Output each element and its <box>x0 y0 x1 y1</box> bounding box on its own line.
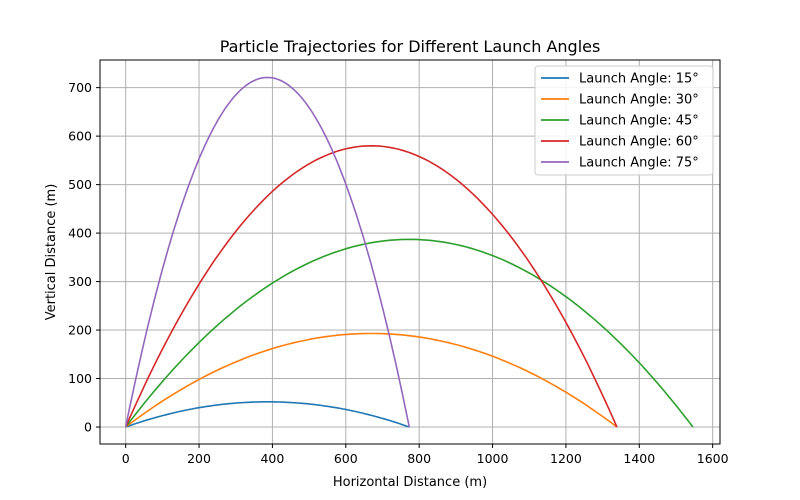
y-axis-label: Vertical Distance (m) <box>44 184 59 321</box>
axis-ticks: 0 200 400 600 800 1000 1200 1400 1600 0 100 200 300 4… <box>68 80 728 466</box>
x-tick-label: 1000 <box>477 451 509 466</box>
x-tick-label: 1200 <box>550 451 582 466</box>
x-axis-label: Horizontal Distance (m) <box>333 475 487 490</box>
series-line-30 <box>125 332 618 428</box>
legend-label: Launch Angle: 15° <box>579 72 699 87</box>
legend-label: Launch Angle: 45° <box>579 114 699 129</box>
legend-label: Launch Angle: 30° <box>579 93 699 108</box>
y-tick-label: 700 <box>68 80 92 95</box>
legend-label: Launch Angle: 75° <box>579 156 699 171</box>
x-tick-label: 600 <box>334 451 358 466</box>
series-lines <box>124 76 694 428</box>
y-tick-label: 200 <box>68 323 92 338</box>
series-line-60 <box>124 144 618 428</box>
x-tick-label: 200 <box>187 451 211 466</box>
legend: Launch Angle: 15° Launch Angle: 30° Launch… <box>534 65 714 176</box>
legend-box <box>534 65 714 176</box>
series-line-15 <box>125 400 410 428</box>
y-tick-label: 600 <box>68 129 92 144</box>
x-tick-label: 1400 <box>623 451 655 466</box>
grid <box>100 60 720 444</box>
y-tick-label: 300 <box>68 274 92 289</box>
y-tick-label: 100 <box>68 371 92 386</box>
plot-frame <box>99 59 721 445</box>
legend-label: Launch Angle: 60° <box>579 135 699 150</box>
series-line-45 <box>125 238 694 428</box>
y-tick-label: 500 <box>68 177 92 192</box>
series-line-75 <box>124 76 411 428</box>
x-tick-label: 0 <box>122 451 130 466</box>
x-tick-label: 1600 <box>697 451 729 466</box>
y-tick-label: 400 <box>68 226 92 241</box>
x-tick-label: 800 <box>407 451 431 466</box>
chart-title: Particle Trajectories for Different Laun… <box>220 37 601 56</box>
y-tick-label: 0 <box>84 420 92 435</box>
x-tick-label: 400 <box>260 451 284 466</box>
